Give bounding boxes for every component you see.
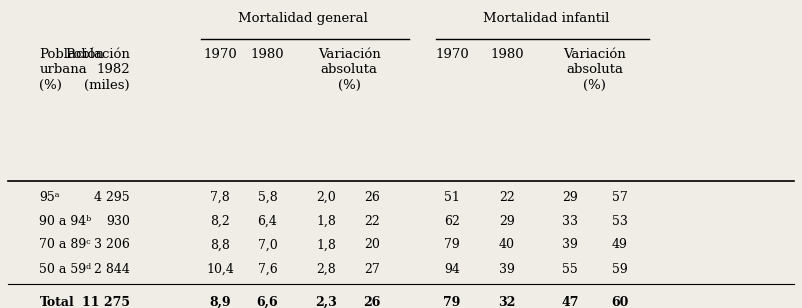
Text: 5,8: 5,8 [257,191,277,204]
Text: 10,4: 10,4 [206,263,234,276]
Text: 39: 39 [562,238,578,251]
Text: 7,8: 7,8 [210,191,230,204]
Text: 33: 33 [562,215,578,228]
Text: Mortalidad general: Mortalidad general [238,12,367,25]
Text: 1970: 1970 [435,48,469,61]
Text: 22: 22 [364,215,380,228]
Text: 1,8: 1,8 [317,215,336,228]
Text: 79: 79 [444,296,461,308]
Text: Variación
absoluta
(%): Variación absoluta (%) [318,48,380,92]
Text: 53: 53 [612,215,627,228]
Text: 2,0: 2,0 [317,191,336,204]
Text: 20: 20 [364,238,380,251]
Text: Total: Total [39,296,75,308]
Text: 47: 47 [561,296,579,308]
Text: Población
urbana
(%): Población urbana (%) [39,48,104,92]
Text: 1980: 1980 [490,48,524,61]
Text: 55: 55 [562,263,578,276]
Text: 70 a 89ᶜ: 70 a 89ᶜ [39,238,91,251]
Text: 8,9: 8,9 [209,296,231,308]
Text: 90 a 94ᵇ: 90 a 94ᵇ [39,215,91,228]
Text: 1,8: 1,8 [317,238,336,251]
Text: 26: 26 [363,296,381,308]
Text: 930: 930 [106,215,130,228]
Text: Población
1982
(miles): Población 1982 (miles) [65,48,130,92]
Text: 1970: 1970 [204,48,237,61]
Text: 27: 27 [364,263,380,276]
Text: 7,6: 7,6 [257,263,277,276]
Text: 60: 60 [611,296,628,308]
Text: 22: 22 [499,191,515,204]
Text: 6,4: 6,4 [257,215,277,228]
Text: 6,6: 6,6 [257,296,278,308]
Text: 62: 62 [444,215,460,228]
Text: 50 a 59ᵈ: 50 a 59ᵈ [39,263,91,276]
Text: 8,2: 8,2 [210,215,230,228]
Text: 29: 29 [562,191,578,204]
Text: 2,8: 2,8 [317,263,336,276]
Text: 11 275: 11 275 [82,296,130,308]
Text: 4 295: 4 295 [94,191,130,204]
Text: 59: 59 [612,263,627,276]
Text: 40: 40 [499,238,515,251]
Text: 32: 32 [498,296,516,308]
Text: 26: 26 [364,191,380,204]
Text: Mortalidad infantil: Mortalidad infantil [484,12,610,25]
Text: 57: 57 [612,191,627,204]
Text: 94: 94 [444,263,460,276]
Text: 1980: 1980 [250,48,284,61]
Text: 51: 51 [444,191,460,204]
Text: 3 206: 3 206 [94,238,130,251]
Text: 2,3: 2,3 [315,296,337,308]
Text: 95ᵃ: 95ᵃ [39,191,60,204]
Text: 79: 79 [444,238,460,251]
Text: 8,8: 8,8 [210,238,230,251]
Text: 2 844: 2 844 [94,263,130,276]
Text: 7,0: 7,0 [257,238,277,251]
Text: 39: 39 [499,263,515,276]
Text: 49: 49 [612,238,627,251]
Text: 29: 29 [499,215,515,228]
Text: Variación
absoluta
(%): Variación absoluta (%) [563,48,626,92]
